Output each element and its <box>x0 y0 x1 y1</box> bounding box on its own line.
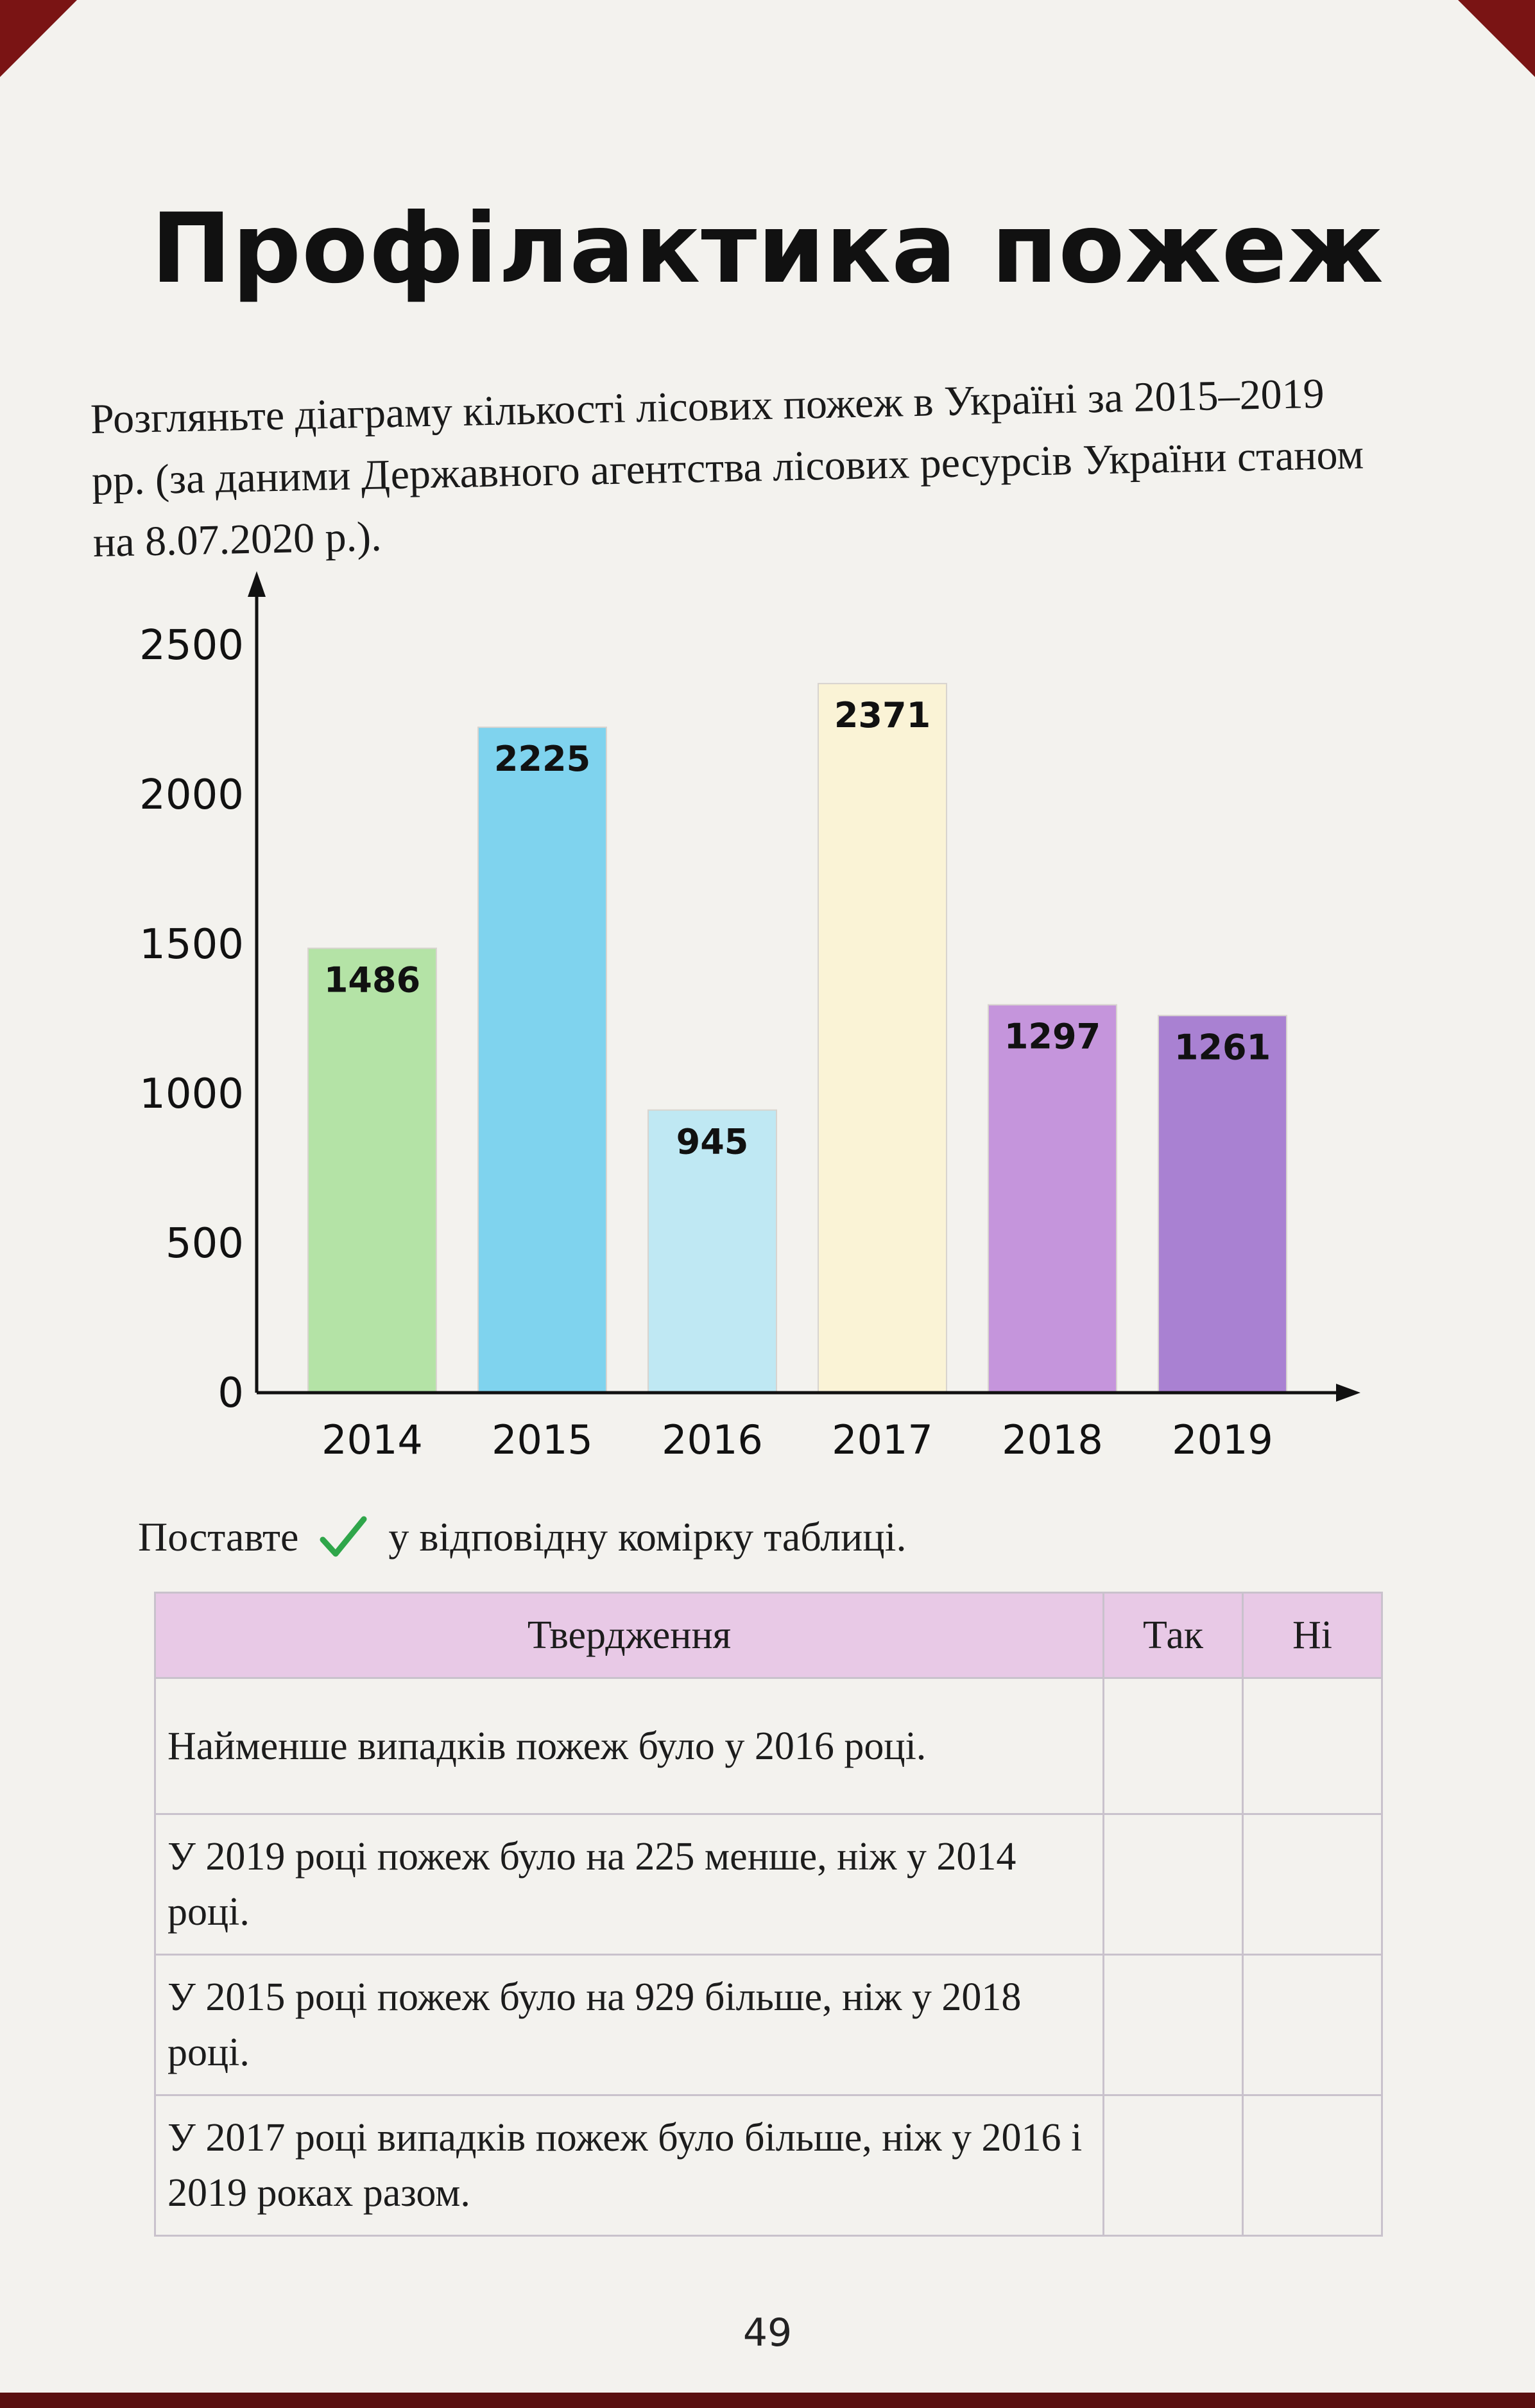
x-tick-label: 2019 <box>1172 1416 1273 1463</box>
x-tick-label: 2016 <box>662 1416 763 1463</box>
bar-2016 <box>647 1109 777 1393</box>
bar-2017 <box>818 683 947 1393</box>
data-label-2018: 1297 <box>1004 1017 1101 1057</box>
page-edge-decoration <box>0 2393 1535 2408</box>
axes-group <box>248 571 1360 1402</box>
y-tick-label: 1000 <box>139 1071 244 1118</box>
yes-cell[interactable] <box>1102 1677 1244 1815</box>
table-row: У 2017 році випадків пожеж було більше, … <box>154 2094 1383 2237</box>
x-tick-label: 2015 <box>492 1416 593 1463</box>
page-number: 49 <box>742 2310 793 2355</box>
data-label-2017: 2371 <box>834 695 930 735</box>
instruction-text-end: у відповідну комірку таблиці. <box>388 1514 907 1560</box>
yes-cell[interactable] <box>1102 1813 1244 1956</box>
y-tick-label: 2500 <box>139 622 244 669</box>
bar-2015 <box>477 727 607 1393</box>
header-yes: Так <box>1102 1592 1244 1679</box>
table-row: Найменше випадків пожеж було у 2016 році… <box>154 1677 1383 1815</box>
header-statement: Твердження <box>154 1592 1104 1679</box>
table-row: У 2015 році пожеж було на 929 більше, ні… <box>154 1954 1383 2096</box>
y-tick-labels: 0 500 1000 1500 2000 2500 <box>139 622 244 1417</box>
statement-cell: Найменше випадків пожеж було у 2016 році… <box>154 1677 1104 1815</box>
y-axis-arrow <box>248 571 266 597</box>
y-tick-label: 0 <box>218 1370 244 1417</box>
x-tick-label: 2018 <box>1002 1416 1103 1463</box>
bar-2018 <box>988 1004 1117 1393</box>
data-label-2015: 2225 <box>494 739 590 779</box>
data-labels: 1486 2225 945 2371 1297 1261 <box>324 695 1271 1162</box>
statement-cell: У 2017 році випадків пожеж було більше, … <box>154 2094 1104 2237</box>
yes-cell[interactable] <box>1102 1954 1244 2096</box>
yes-cell[interactable] <box>1102 2094 1244 2237</box>
checkmark-icon <box>320 1516 367 1557</box>
statement-cell: У 2015 році пожеж було на 929 більше, ні… <box>154 1954 1104 2096</box>
page-corner-decoration <box>1458 0 1535 77</box>
instruction-text-start: Поставте <box>138 1514 299 1560</box>
x-tick-labels: 2014 2015 2016 2017 2018 2019 <box>322 1416 1273 1463</box>
statement-cell: У 2019 році пожеж було на 225 менше, ніж… <box>154 1813 1104 1956</box>
data-label-2019: 1261 <box>1174 1027 1271 1067</box>
data-label-2016: 945 <box>676 1122 749 1162</box>
bar-2014 <box>307 947 437 1393</box>
instruction: Поставте у відповідну комірку таблиці. <box>138 1511 906 1563</box>
y-tick-label: 500 <box>166 1220 244 1268</box>
no-cell[interactable] <box>1242 1954 1383 2096</box>
data-label-2014: 1486 <box>324 960 420 1001</box>
no-cell[interactable] <box>1242 1677 1383 1815</box>
statements-table: Твердження Так Ні Найменше випадків поже… <box>154 1592 1383 2237</box>
x-tick-label: 2017 <box>832 1416 933 1463</box>
x-tick-label: 2014 <box>322 1416 423 1463</box>
y-tick-label: 2000 <box>139 771 244 819</box>
page-title: Профілактика пожеж <box>151 193 1384 305</box>
x-axis-arrow <box>1336 1384 1360 1402</box>
table-header-row: Твердження Так Ні <box>154 1592 1383 1679</box>
no-cell[interactable] <box>1242 2094 1383 2237</box>
bars-group <box>307 683 1287 1393</box>
header-no: Ні <box>1242 1592 1383 1679</box>
intro-text: Розгляньте діаграму кількості лісових по… <box>90 370 1364 566</box>
bar-2019 <box>1158 1015 1287 1393</box>
page-corner-decoration <box>0 0 77 77</box>
table-row: У 2019 році пожеж було на 225 менше, ніж… <box>154 1813 1383 1956</box>
y-tick-label: 1500 <box>139 921 244 968</box>
no-cell[interactable] <box>1242 1813 1383 1956</box>
